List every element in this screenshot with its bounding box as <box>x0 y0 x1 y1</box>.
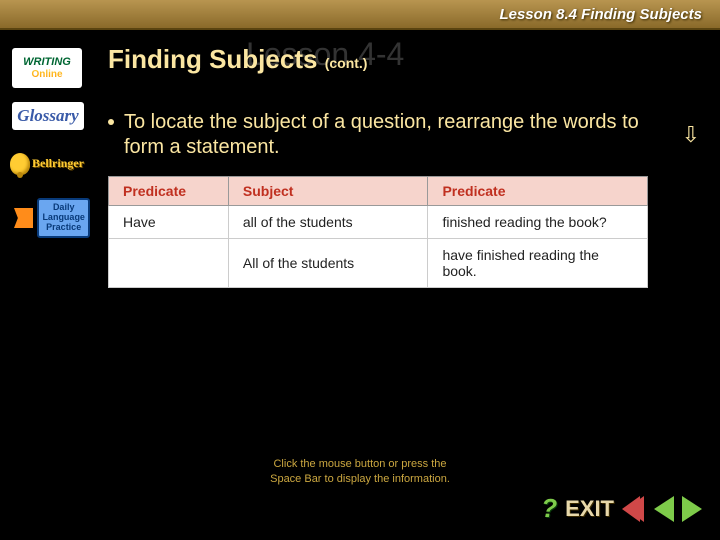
writing-online-line2: Online <box>31 69 62 80</box>
table-header: Predicate <box>109 177 229 206</box>
page-title: Finding Subjects (cont.) <box>108 44 367 75</box>
writing-online-button[interactable]: WRITING Online <box>12 48 82 88</box>
bullet-text: To locate the subject of a question, rea… <box>124 110 666 160</box>
first-slide-button[interactable] <box>622 496 640 522</box>
example-table: Predicate Subject Predicate Have all of … <box>108 176 648 288</box>
table-header: Predicate <box>428 177 648 206</box>
table-header-row: Predicate Subject Predicate <box>109 177 648 206</box>
bullet-dot-icon <box>108 119 114 125</box>
table-cell <box>109 239 229 288</box>
dlp-label: Daily Language Practice <box>41 203 86 233</box>
table-cell: finished reading the book? <box>428 206 648 239</box>
sidebar: WRITING Online Glossary Bellringer Daily… <box>12 48 90 238</box>
bullet-item: To locate the subject of a question, rea… <box>108 110 700 160</box>
table-cell: Have <box>109 206 229 239</box>
footer-line1: Click the mouse button or press the <box>0 457 720 471</box>
footer-instruction: Click the mouse button or press the Spac… <box>0 457 720 486</box>
nav-bar: ? EXIT <box>541 493 702 524</box>
table-cell: All of the students <box>228 239 428 288</box>
table-cell: have finished reading the book. <box>428 239 648 288</box>
table-row: All of the students have finished readin… <box>109 239 648 288</box>
bell-icon <box>10 153 30 175</box>
bellringer-button[interactable]: Bellringer <box>12 144 82 184</box>
lesson-header: Lesson 8.4 Finding Subjects <box>0 0 720 30</box>
table-row: Have all of the students finished readin… <box>109 206 648 239</box>
title-main: Finding Subjects <box>108 44 317 74</box>
bellringer-wrap: Bellringer <box>10 153 84 175</box>
content-area: Lesson 4-4 Finding Subjects (cont.) To l… <box>108 40 700 288</box>
bellringer-label: Bellringer <box>32 157 84 170</box>
table-header: Subject <box>228 177 428 206</box>
reveal-arrow-icon[interactable]: ⇩ <box>682 121 700 149</box>
glossary-label: Glossary <box>17 107 78 126</box>
glossary-button[interactable]: Glossary <box>12 102 84 130</box>
prev-slide-button[interactable] <box>654 496 674 522</box>
writing-online-line1: WRITING <box>23 56 71 68</box>
next-slide-button[interactable] <box>682 496 702 522</box>
title-cont: (cont.) <box>325 55 368 71</box>
page-flag-icon <box>14 208 33 228</box>
exit-button[interactable]: EXIT <box>565 496 614 522</box>
table-cell: all of the students <box>228 206 428 239</box>
title-row: Lesson 4-4 Finding Subjects (cont.) <box>108 40 700 88</box>
footer-line2: Space Bar to display the information. <box>0 472 720 486</box>
daily-language-practice-button[interactable]: Daily Language Practice <box>37 198 90 238</box>
help-button[interactable]: ? <box>541 493 557 524</box>
lesson-header-text: Lesson 8.4 Finding Subjects <box>499 6 702 23</box>
